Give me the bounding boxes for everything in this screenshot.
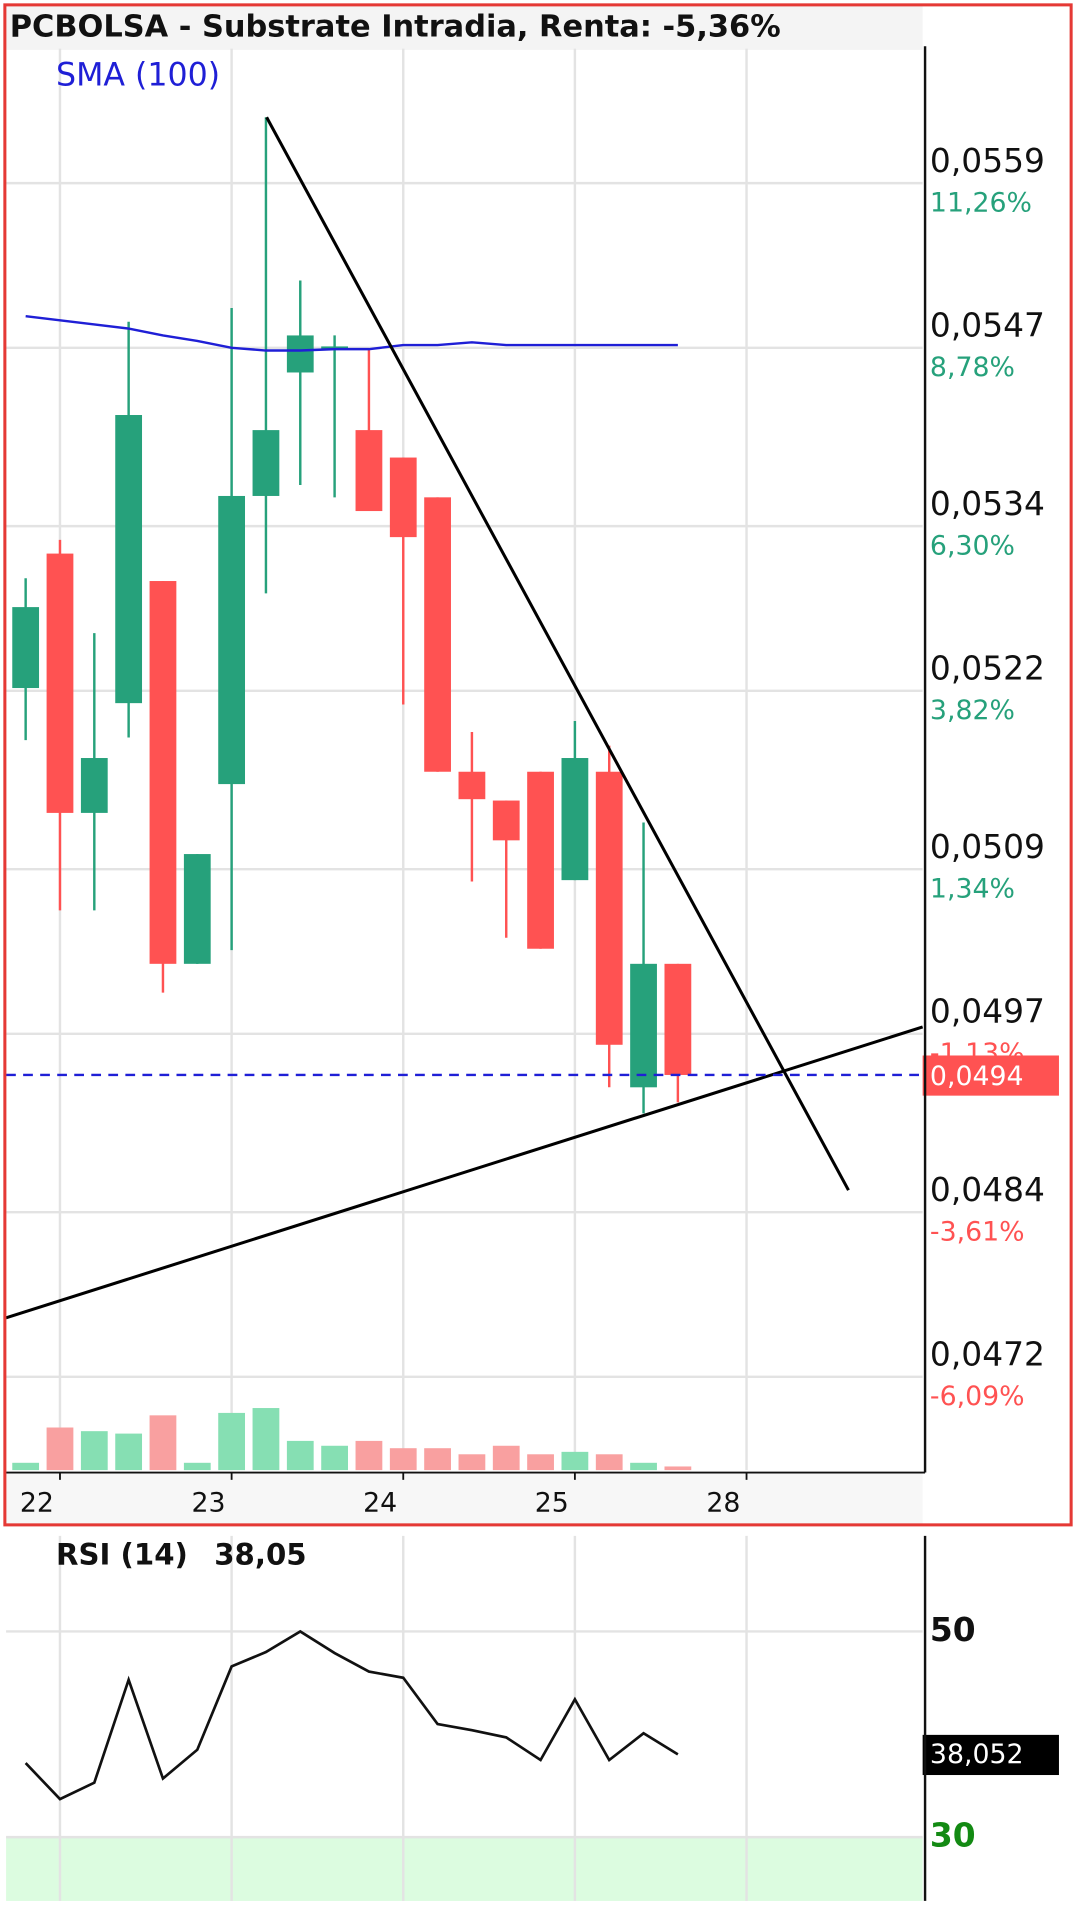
x-axis-band (6, 1472, 923, 1524)
y-tick-percent: 3,82% (930, 695, 1015, 726)
candle-body (183, 854, 211, 964)
volume-bar (252, 1408, 280, 1471)
candle-body (286, 335, 314, 373)
volume-bar (458, 1454, 486, 1471)
y-tick-label: 0,0559 (930, 141, 1045, 180)
chart-title: PCBOLSA - Substrate Intradia, Renta: -5,… (10, 9, 781, 44)
x-tick-label: 25 (535, 1488, 569, 1519)
volume-bar (46, 1427, 74, 1471)
candle-body (149, 581, 177, 964)
y-tick-percent: 11,26% (930, 187, 1032, 218)
volume-bar (321, 1445, 348, 1471)
trend-line (5, 1025, 924, 1320)
candle-body (424, 497, 451, 772)
volume-bar (115, 1433, 143, 1471)
y-tick-percent: 1,34% (930, 873, 1015, 904)
volume-bar (630, 1462, 657, 1471)
last-price-label: 0,0494 (930, 1061, 1024, 1092)
volume-bar (149, 1415, 177, 1471)
candle-body (321, 346, 348, 350)
rsi-chart: 50 30 38,052 (6, 1535, 1059, 1901)
y-tick-label: 0,0522 (930, 649, 1045, 688)
y-tick-percent: 6,30% (930, 530, 1015, 561)
x-tick-label: 28 (706, 1488, 740, 1519)
volume-bar (664, 1466, 692, 1471)
volume-bar (492, 1445, 520, 1471)
y-tick-label: 50 (930, 1610, 976, 1649)
x-tick-label: 22 (20, 1488, 54, 1519)
y-tick-percent: -3,61% (930, 1216, 1025, 1247)
rsi-title: RSI (14) (56, 1538, 188, 1572)
volume-bar (355, 1440, 383, 1471)
volume-bar (389, 1448, 417, 1471)
volume-bar (561, 1451, 589, 1471)
volume-bar (286, 1440, 314, 1471)
rsi-last-label: 38,052 (930, 1739, 1024, 1770)
rsi-value: 38,05 (214, 1538, 306, 1572)
y-tick-label: 0,0472 (930, 1335, 1045, 1374)
candle-body (218, 495, 246, 785)
last-price-box (922, 1055, 1059, 1096)
y-tick-label: 0,0509 (930, 827, 1045, 866)
trend-line (265, 116, 850, 1191)
volume-bar (424, 1448, 451, 1471)
title-bar (6, 6, 923, 50)
x-tick-label: 24 (363, 1488, 397, 1519)
candle-body (527, 771, 554, 949)
candle-body (355, 430, 383, 512)
candle-body (46, 553, 74, 813)
candle-body (561, 758, 589, 881)
candle-body (80, 758, 108, 813)
x-tick-label: 23 (191, 1488, 225, 1519)
candle-body (12, 607, 40, 689)
y-tick-percent: -6,09% (930, 1381, 1025, 1412)
sma-line (25, 315, 678, 352)
y-tick-percent: 8,78% (930, 352, 1015, 383)
legend-sma: SMA (100) (56, 58, 220, 94)
selection-frame (3, 3, 1073, 1527)
candle-body (458, 771, 486, 800)
candle-body (115, 415, 143, 704)
y-tick-label: 0,0484 (930, 1170, 1045, 1209)
rsi-line (24, 1629, 679, 1801)
main-chart: 22 23 24 25 28 0,0559 11,26% 0,0547 8,78% 0,0534 6… (5, 48, 1059, 1519)
volume-bar (218, 1412, 246, 1471)
candle-body (630, 963, 657, 1088)
candle-body (389, 457, 417, 538)
rsi-last-box (922, 1734, 1059, 1776)
candle-body (252, 430, 280, 496)
y-tick-label: 30 (930, 1816, 976, 1855)
volume-bar (595, 1454, 623, 1471)
y-tick-label: 0,0534 (930, 484, 1045, 523)
candle-body (595, 771, 623, 1045)
volume-bar (183, 1462, 211, 1471)
oversold-zone (6, 1837, 923, 1901)
volume-bar (527, 1454, 554, 1471)
y-tick-label: 0,0547 (930, 306, 1045, 345)
candle-body (664, 963, 692, 1075)
volume-bar (80, 1431, 108, 1471)
volume-bar (12, 1462, 40, 1471)
candle-body (492, 800, 520, 841)
y-tick-label: 0,0497 (930, 992, 1045, 1031)
